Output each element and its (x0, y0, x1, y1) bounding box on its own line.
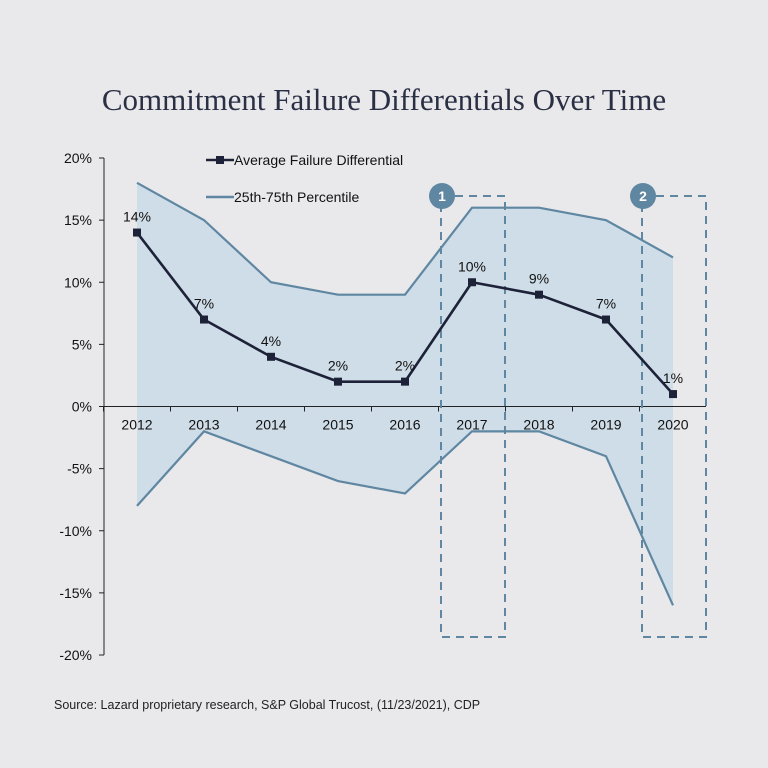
average-marker (133, 228, 141, 237)
average-marker (535, 290, 543, 299)
percentile-band-layer (136, 181, 675, 606)
callout-badge (429, 183, 455, 209)
average-series-layer: 14% 7% 4% 2% 2% 10% 9% 7% 1% (123, 209, 683, 399)
data-label: 14% (123, 209, 151, 225)
data-label: 4% (261, 333, 281, 349)
data-label: 2% (328, 358, 348, 374)
x-tick-label: 2017 (456, 417, 487, 433)
data-label: 1% (663, 370, 683, 386)
average-marker (602, 315, 610, 324)
y-tick-label: 10% (64, 274, 92, 290)
y-tick-label: 20% (64, 150, 92, 166)
legend-average-label: Average Failure Differential (234, 152, 403, 168)
x-tick-label: 2020 (657, 417, 688, 433)
y-tick-label: 15% (64, 212, 92, 228)
average-marker (267, 352, 275, 361)
x-tick-label: 2012 (121, 417, 152, 433)
callout-box (440, 195, 506, 638)
data-label: 2% (395, 358, 415, 374)
percentile-upper-line (136, 181, 674, 296)
axes: 20% 15% 10% 5% 0% -5% -10% -15% -20% 2012 2013 2014… (59, 150, 706, 663)
chart-title: Commitment Failure Differentials Over Ti… (101, 82, 667, 117)
legend-percentile-label: 25th-75th Percentile (234, 189, 360, 205)
x-tick-label: 2018 (523, 417, 554, 433)
callout-box (641, 195, 707, 638)
average-marker (669, 390, 677, 399)
data-label: 7% (194, 296, 214, 312)
percentile-lower-line (136, 430, 675, 606)
y-tick-label: -15% (59, 585, 92, 601)
legend-average-marker (216, 156, 224, 164)
callout-badge-label: 1 (438, 188, 446, 204)
data-label: 9% (529, 271, 549, 287)
y-tick-label: -20% (59, 647, 92, 663)
x-tick-label: 2016 (389, 417, 420, 433)
x-tick-label: 2014 (255, 417, 286, 433)
callout-badge (630, 183, 656, 209)
y-tick-label: -5% (67, 461, 92, 477)
data-label: 7% (596, 296, 616, 312)
average-marker (200, 315, 208, 324)
y-tick-label: -10% (59, 523, 92, 539)
y-tick-label: 5% (72, 336, 92, 352)
data-label: 10% (458, 258, 486, 274)
y-tick-label: 0% (72, 399, 92, 415)
x-tick-label: 2013 (188, 417, 219, 433)
average-marker (401, 377, 409, 386)
legend: Average Failure Differential 25th-75th Pe… (206, 152, 403, 205)
average-marker (334, 377, 342, 386)
x-tick-label: 2015 (322, 417, 353, 433)
percentile-band-area (137, 182, 673, 606)
source-note: Source: Lazard proprietary research, S&P… (54, 698, 481, 712)
callout-badge-label: 2 (639, 188, 647, 204)
average-marker (468, 278, 476, 287)
x-tick-label: 2019 (590, 417, 621, 433)
